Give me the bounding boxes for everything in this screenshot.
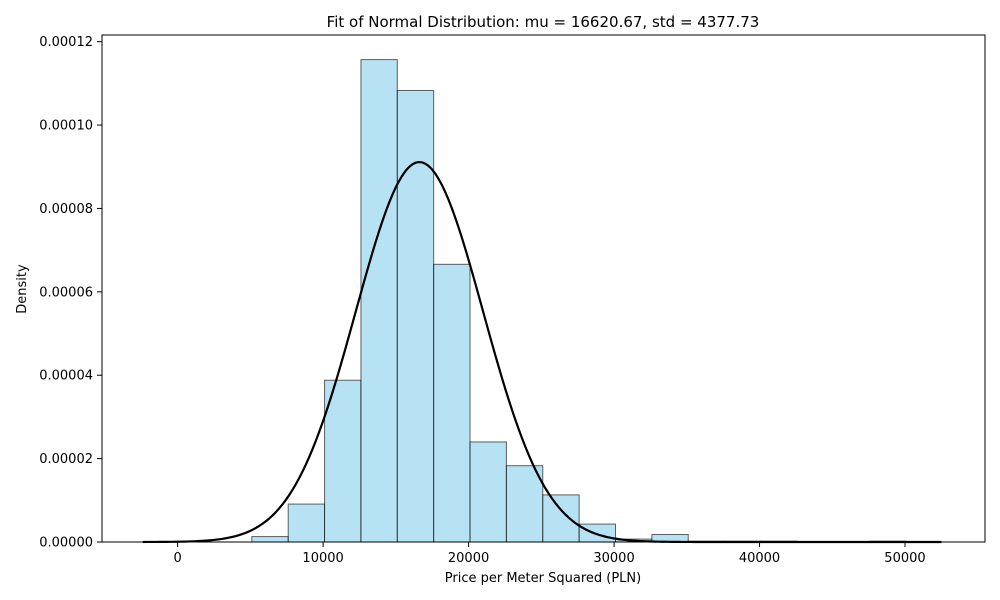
y-tick-label: 0.00004 [39,369,93,384]
histogram-bar [433,263,471,543]
histogram-bar [324,379,362,543]
histogram-bar [251,536,289,543]
histogram-bar [396,89,435,543]
x-axis-label: Price per Meter Squared (PLN) [445,571,641,586]
histogram-bar [360,59,398,543]
x-tick-label: 30000 [593,551,634,566]
y-axis: 0.00000 0.00002 0.00004 0.00006 0.00008 0.000… [39,35,102,551]
histogram-bar [578,523,617,543]
histogram-bar [505,465,544,543]
histogram-bars [251,59,907,543]
x-tick-label: 20000 [448,551,489,566]
y-tick-label: 0.00010 [39,119,93,134]
y-tick-label: 0.00002 [39,452,93,467]
histogram-bar [469,441,507,543]
x-tick-label: 50000 [884,551,925,566]
x-tick-label: 0 [174,551,182,566]
y-tick-label: 0.00012 [39,35,93,50]
plot-area-frame [101,34,986,543]
y-axis-label: Density [15,264,30,314]
histogram-bar [542,494,580,543]
y-tick-label: 0.00006 [39,285,93,300]
x-tick-label: 10000 [302,551,343,566]
y-tick-label: 0.00000 [39,536,93,551]
y-tick-label: 0.00008 [39,202,93,217]
chart-title: Fit of Normal Distribution: mu = 16620.6… [327,13,760,31]
histogram-bar [287,503,326,543]
x-tick-label: 40000 [739,551,780,566]
x-axis: 0 10000 20000 30000 40000 50000 [174,542,926,566]
